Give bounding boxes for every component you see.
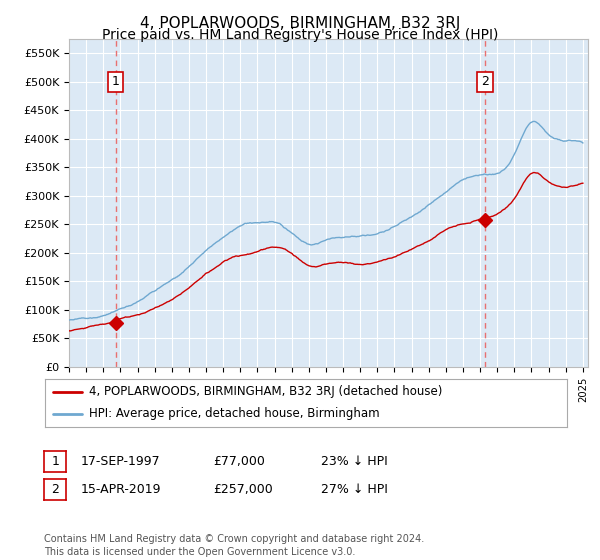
Text: 23% ↓ HPI: 23% ↓ HPI <box>321 455 388 468</box>
Text: 4, POPLARWOODS, BIRMINGHAM, B32 3RJ (detached house): 4, POPLARWOODS, BIRMINGHAM, B32 3RJ (det… <box>89 385 443 399</box>
Text: 27% ↓ HPI: 27% ↓ HPI <box>321 483 388 496</box>
Text: £77,000: £77,000 <box>213 455 265 468</box>
Text: Price paid vs. HM Land Registry's House Price Index (HPI): Price paid vs. HM Land Registry's House … <box>102 28 498 42</box>
Text: 2: 2 <box>481 76 489 88</box>
Text: 4, POPLARWOODS, BIRMINGHAM, B32 3RJ: 4, POPLARWOODS, BIRMINGHAM, B32 3RJ <box>140 16 460 31</box>
Text: 2: 2 <box>51 483 59 496</box>
Text: HPI: Average price, detached house, Birmingham: HPI: Average price, detached house, Birm… <box>89 407 380 421</box>
Text: 1: 1 <box>112 76 119 88</box>
Text: 17-SEP-1997: 17-SEP-1997 <box>81 455 161 468</box>
Text: Contains HM Land Registry data © Crown copyright and database right 2024.
This d: Contains HM Land Registry data © Crown c… <box>44 534 425 557</box>
Text: 1: 1 <box>51 455 59 468</box>
Text: 15-APR-2019: 15-APR-2019 <box>81 483 161 496</box>
Text: £257,000: £257,000 <box>213 483 273 496</box>
